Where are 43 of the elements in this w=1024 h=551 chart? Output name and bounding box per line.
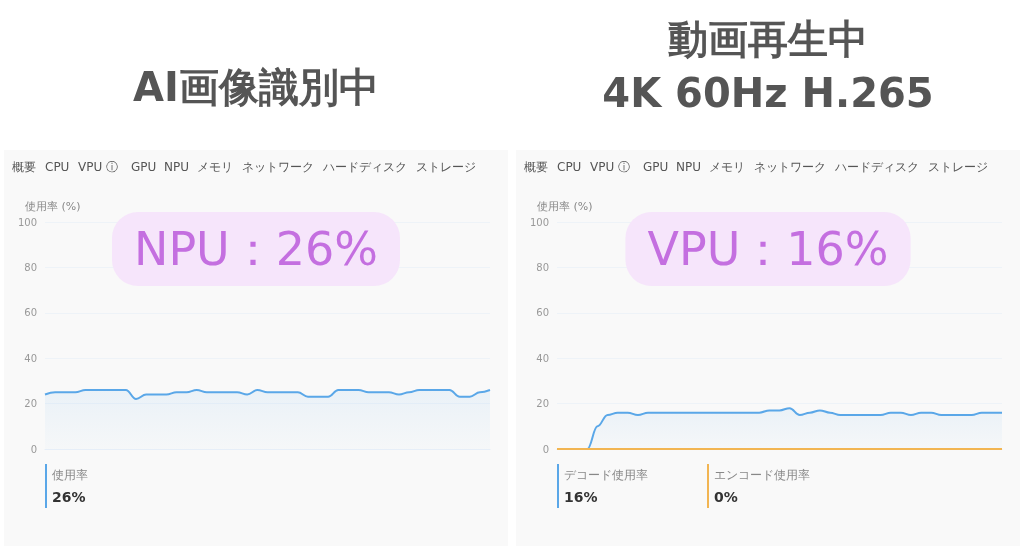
y-tick-label: 40 <box>536 352 549 364</box>
text: 概要 <box>12 160 36 174</box>
y-tick-label: 100 <box>529 216 549 228</box>
chart-subtitle: 4K 60Hz H.265 <box>602 70 934 116</box>
y-tick-label: 0 <box>30 443 37 455</box>
y-tick-label: 40 <box>24 352 37 364</box>
text: 26% <box>52 489 86 505</box>
text: 概要 <box>524 160 548 174</box>
text: ハードディスク <box>834 160 919 174</box>
chart-title: AI画像識別中 <box>133 64 379 110</box>
series-label: デコード使用率 <box>564 468 648 482</box>
y-tick-label: 60 <box>24 307 37 319</box>
y-tick-label: 60 <box>536 307 549 319</box>
y-tick-label: 80 <box>536 261 549 273</box>
text: GPU <box>131 160 157 174</box>
y-axis-title: 使用率 (%) <box>537 200 593 213</box>
series-label: エンコード使用率 <box>714 468 810 482</box>
y-tick-label: 0 <box>542 443 549 455</box>
annotation: VPU：16% <box>647 222 889 276</box>
series-label: 使用率 <box>52 468 88 482</box>
text: ハードディスク <box>322 160 407 174</box>
y-tick-label: 20 <box>536 398 549 410</box>
text: ネットワーク <box>242 160 314 174</box>
text: メモリ <box>709 160 745 174</box>
text: CPU <box>557 160 582 174</box>
text: GPU <box>643 160 669 174</box>
text: ストレージ <box>416 160 476 174</box>
y-tick-label: 100 <box>17 216 37 228</box>
y-tick-label: 80 <box>24 261 37 273</box>
chart-title: 動画再生中 <box>668 16 868 62</box>
text: VPU ⓘ <box>590 160 631 174</box>
text: VPU ⓘ <box>78 160 119 174</box>
text: メモリ <box>197 160 233 174</box>
text: NPU <box>676 160 701 174</box>
text: CPU <box>45 160 70 174</box>
text: 16% <box>564 489 598 505</box>
text: NPU <box>164 160 189 174</box>
text: 0% <box>714 489 738 505</box>
text: ストレージ <box>928 160 988 174</box>
y-axis-title: 使用率 (%) <box>25 200 81 213</box>
y-tick-label: 20 <box>24 398 37 410</box>
text: ネットワーク <box>754 160 826 174</box>
annotation: NPU：26% <box>133 222 379 276</box>
